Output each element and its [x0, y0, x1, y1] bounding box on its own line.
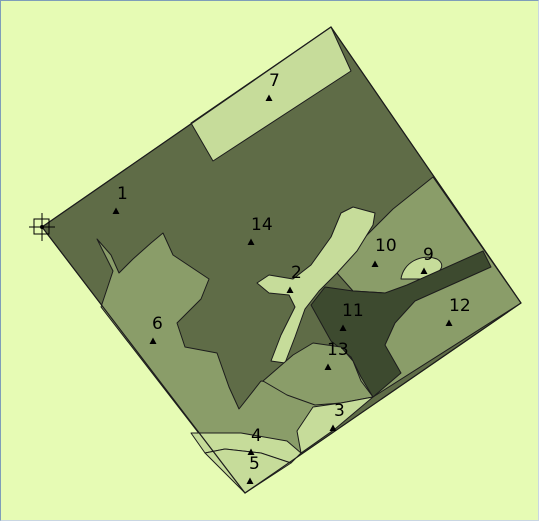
- triangle-icon[interactable]: [112, 207, 120, 215]
- point-label-4: 4: [251, 426, 262, 446]
- zone-11: [310, 250, 492, 398]
- triangle-icon[interactable]: [246, 477, 254, 485]
- triangle-icon[interactable]: [247, 238, 255, 246]
- triangle-icon[interactable]: [324, 363, 332, 371]
- triangle-icon[interactable]: [149, 337, 157, 345]
- triangle-icon[interactable]: [371, 260, 379, 268]
- zone-2: [256, 206, 376, 364]
- triangle-icon[interactable]: [286, 286, 294, 294]
- point-label-5: 5: [249, 454, 260, 474]
- point-label-14: 14: [251, 215, 273, 235]
- triangle-icon[interactable]: [420, 267, 428, 275]
- field-outline: [41, 26, 522, 494]
- triangle-icon[interactable]: [265, 94, 273, 102]
- point-label-13: 13: [327, 340, 349, 360]
- zone-5: [204, 448, 292, 494]
- point-label-3: 3: [334, 401, 345, 421]
- point-label-9: 9: [423, 245, 434, 265]
- zone-13: [262, 342, 374, 406]
- point-label-11: 11: [342, 301, 364, 321]
- triangle-icon[interactable]: [329, 424, 337, 432]
- point-label-7: 7: [269, 71, 280, 91]
- point-label-10: 10: [375, 236, 397, 256]
- triangle-icon[interactable]: [339, 324, 347, 332]
- crosshair-square-icon[interactable]: [29, 213, 55, 241]
- triangle-icon[interactable]: [247, 448, 255, 456]
- point-label-1: 1: [117, 184, 128, 204]
- triangle-icon[interactable]: [445, 319, 453, 327]
- point-label-2: 2: [291, 263, 302, 283]
- point-label-6: 6: [152, 314, 163, 334]
- point-label-12: 12: [449, 296, 471, 316]
